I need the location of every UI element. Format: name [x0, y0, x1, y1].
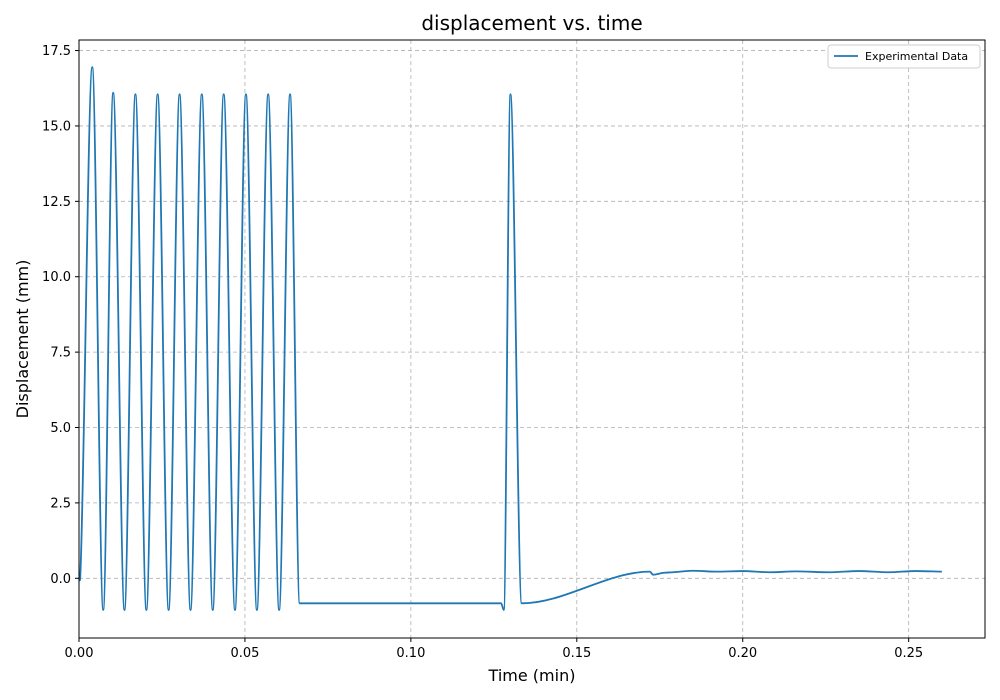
- x-tick-label: 0.05: [230, 646, 259, 661]
- y-tick-label: 10.0: [42, 270, 71, 285]
- legend-label: Experimental Data: [865, 50, 968, 63]
- y-tick-label: 12.5: [42, 195, 71, 210]
- legend: Experimental Data: [827, 44, 981, 69]
- x-tick-label: 0.00: [65, 646, 94, 661]
- x-tick-label: 0.10: [396, 646, 425, 661]
- x-tick-label: 0.15: [562, 646, 591, 661]
- x-axis-label: Time (min): [488, 666, 576, 685]
- x-axis-ticks: 0.00 0.05 0.10 0.15 0.20 0.25: [65, 638, 923, 661]
- y-axis-ticks: 0.0 2.5 5.0 7.5 10.0 12.5 15.0 17.5: [42, 44, 79, 587]
- series-layer: [78, 66, 942, 611]
- plot-frame: [78, 39, 986, 639]
- y-tick-label: 5.0: [50, 421, 71, 436]
- x-tick-label: 0.25: [894, 646, 923, 661]
- y-tick-label: 17.5: [42, 44, 71, 59]
- y-axis-label: Displacement (mm): [13, 260, 32, 419]
- y-tick-label: 15.0: [42, 119, 71, 134]
- y-tick-label: 0.0: [50, 572, 71, 587]
- series-line-experimental-data: [78, 66, 942, 611]
- x-tick-label: 0.20: [728, 646, 757, 661]
- chart-title: displacement vs. time: [421, 11, 642, 35]
- legend-box: [827, 44, 981, 69]
- y-tick-label: 7.5: [50, 346, 71, 361]
- y-tick-label: 2.5: [50, 496, 71, 511]
